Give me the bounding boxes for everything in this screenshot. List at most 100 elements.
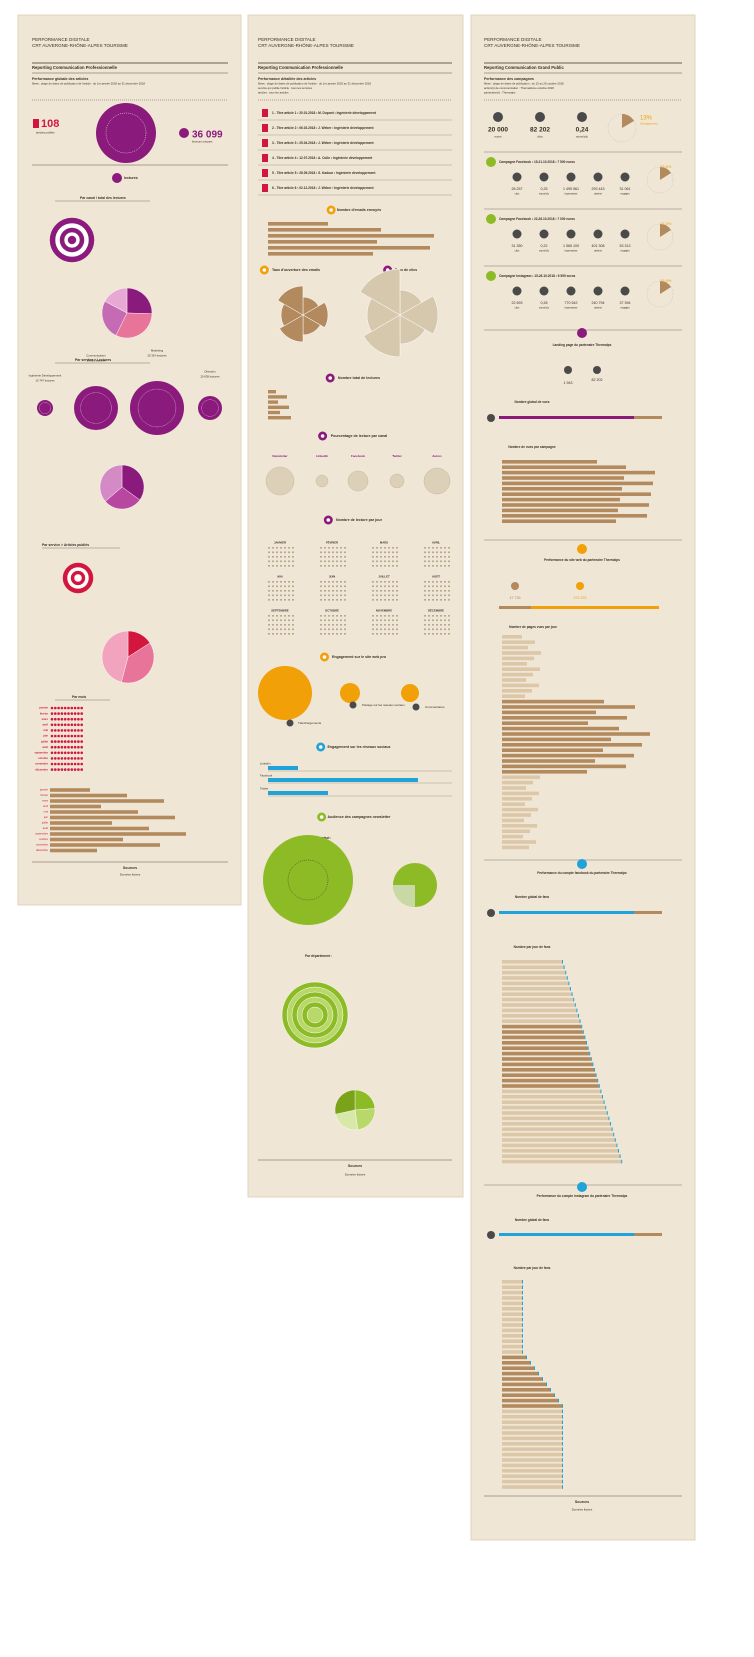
day [388,560,390,563]
day [448,633,450,635]
month: AVRIL [432,541,440,545]
day [424,590,426,592]
bar-decor [502,1046,588,1050]
bar-decor [605,1105,607,1110]
day [396,594,398,597]
month: juillet [41,821,48,825]
day [320,547,322,549]
day [328,633,330,635]
day [292,619,294,622]
dot [70,740,74,743]
dot [73,729,77,732]
bar-decor [600,1089,602,1094]
label: 19 859 lectures [86,359,106,363]
day [320,615,322,617]
section-title: Taux d'ouverture des emails [272,268,320,272]
bar-decor [499,1233,634,1236]
bubble [287,859,329,901]
label: 15,6% [660,164,672,169]
day [332,594,334,597]
dot [80,717,83,721]
bar-decor [554,1393,555,1397]
bar-decor [603,1100,605,1104]
bubble [258,666,312,720]
icon [577,544,587,554]
bubble [80,392,112,424]
day [440,581,442,583]
bar-decor [562,1469,563,1473]
bar-decor [522,1301,523,1306]
dot [63,717,67,721]
day [372,590,374,592]
label: 13% [640,116,653,122]
bar-decor [268,222,328,226]
day [432,565,434,567]
day [284,590,286,592]
dot [54,723,57,727]
day [340,565,342,567]
day [320,594,322,597]
gauge [622,114,634,128]
day [292,547,294,549]
bar-decor [574,1003,576,1007]
bar-decor [562,1458,563,1462]
dot [54,751,57,755]
day [328,624,330,626]
month: août [43,826,48,830]
day [340,556,342,558]
day [384,547,386,549]
day [388,619,390,622]
day [388,585,390,588]
day [384,615,386,617]
section-icon [322,655,327,659]
bar-decor [502,694,525,698]
bar-decor [268,405,289,409]
day [288,556,290,558]
month: JUILLET [378,575,390,579]
section-title: Engagement sur le site web pro [332,655,387,659]
dot [80,729,83,732]
day [388,599,390,601]
dot [57,729,60,732]
stat: 770 542 [565,301,578,305]
day [440,565,442,567]
day [432,624,434,626]
label: clics [515,250,520,253]
dot [73,757,77,760]
month: février [41,793,49,797]
day [432,585,434,588]
day [444,628,446,631]
day [268,594,270,597]
label: Nombre global de fans [515,1218,550,1222]
icon [262,169,268,177]
dot [63,768,67,771]
bar-decor [268,234,434,238]
article: 2 - Titre article 2 • 06.02.2018 • J. We… [272,126,374,130]
dot [50,734,54,738]
pie-slice [101,630,129,683]
label: engagés [620,250,630,253]
rose-slice [302,302,329,328]
section-icon [319,815,324,819]
bar-decor [502,1409,562,1414]
dot [80,723,83,727]
day [436,599,438,601]
icon [593,229,603,239]
label: impressions [565,250,579,253]
bar-decor [502,1431,562,1435]
day [444,590,446,592]
day [380,560,382,563]
day [292,594,294,597]
kpi: 36 099 [192,130,223,141]
label: atteints [594,307,603,310]
day [328,615,330,617]
bar-decor [268,410,280,415]
day [428,560,430,563]
day [372,619,374,622]
bubble [265,466,295,496]
icon [620,286,630,296]
month: mars [42,799,49,803]
icon [112,173,122,183]
bar-decor [502,780,533,785]
bubble [423,467,451,495]
